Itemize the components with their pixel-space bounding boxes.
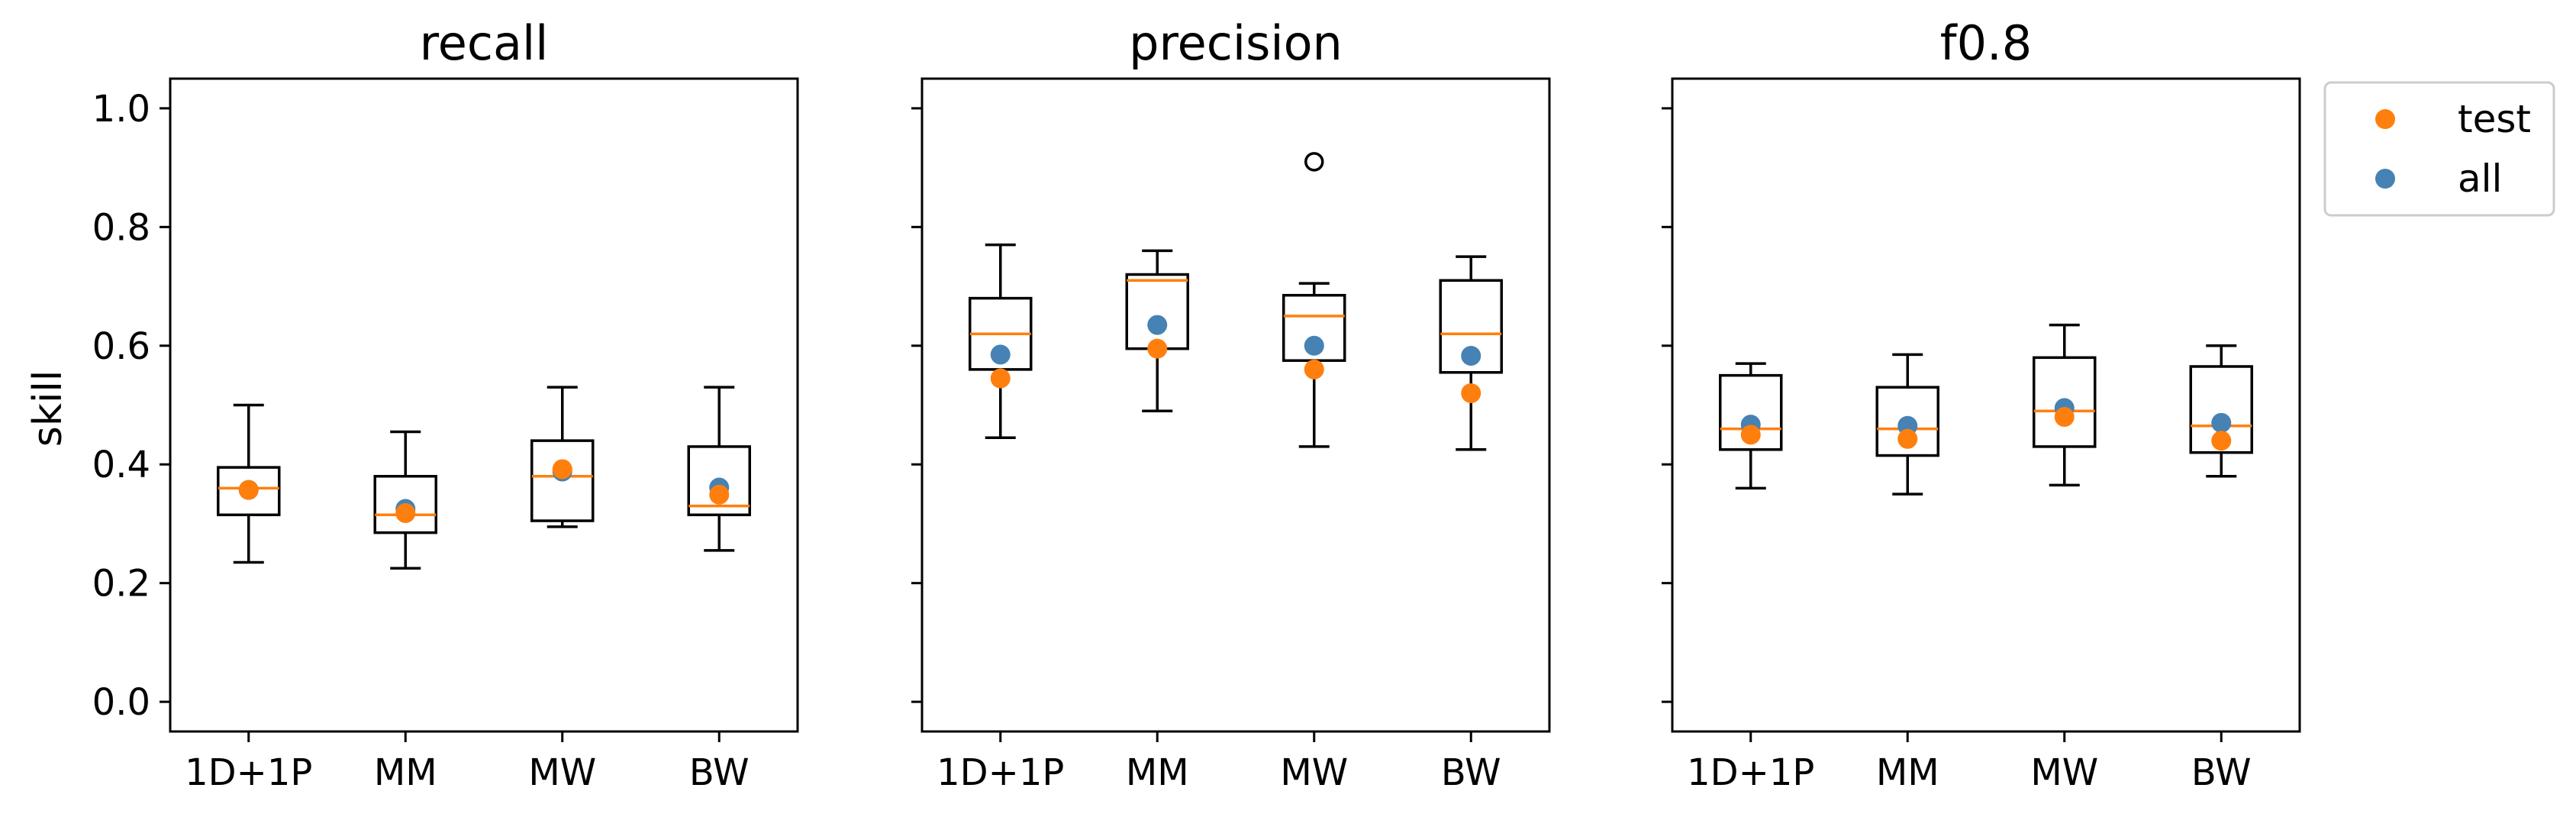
- all-point: [990, 344, 1011, 365]
- x-tick-label: MW: [1280, 751, 1348, 794]
- test-point: [709, 484, 730, 505]
- test-point: [990, 368, 1011, 389]
- box-1: [1125, 249, 1189, 413]
- box-2: [1282, 152, 1346, 448]
- x-tick-label: 1D+1P: [185, 751, 312, 794]
- x-tick-label: 1D+1P: [1687, 751, 1814, 794]
- box-iqr: [1439, 279, 1503, 374]
- axes-frame: [920, 77, 1551, 733]
- panel-0: recall 0.0 0.2 0.4 0.6 0.8 1.0 1D+1P MM MW BW: [92, 15, 799, 794]
- test-point: [1304, 359, 1324, 379]
- box-3: [687, 386, 751, 552]
- x-tick-label: BW: [689, 751, 750, 794]
- box-0: [969, 243, 1033, 439]
- legend-marker-all: [2375, 169, 2395, 189]
- panel-title: f0.8: [1940, 15, 2032, 71]
- test-point: [238, 480, 259, 500]
- y-tick-label: 1.0: [92, 88, 150, 131]
- x-tick-label: BW: [1441, 751, 1501, 794]
- box-iqr: [687, 445, 751, 517]
- box-iqr: [2189, 365, 2253, 454]
- y-tick-label: 0.4: [92, 444, 150, 486]
- test-point: [1147, 338, 1168, 359]
- box-iqr: [2033, 356, 2097, 448]
- box-iqr: [1719, 373, 1783, 451]
- x-tick-label: MW: [2030, 751, 2098, 794]
- y-axis-label: skill: [25, 370, 71, 447]
- y-tick-label: 0.0: [92, 681, 150, 724]
- legend-marker-test: [2375, 109, 2395, 129]
- box-iqr: [217, 466, 281, 517]
- test-point: [552, 459, 572, 480]
- y-tick-label: 0.8: [92, 206, 150, 249]
- box-0: [1719, 362, 1783, 490]
- all-point: [1304, 335, 1324, 356]
- x-tick-label: MM: [1126, 751, 1189, 794]
- x-tick-label: MM: [374, 751, 437, 794]
- x-tick-label: 1D+1P: [937, 751, 1064, 794]
- x-tick-label: BW: [2191, 751, 2252, 794]
- all-point: [1461, 345, 1481, 366]
- panel-1: precision 1D+1P MM MW BW: [911, 15, 1551, 794]
- y-tick-label: 0.6: [92, 325, 150, 368]
- box-iqr: [1125, 273, 1189, 350]
- legend-label-test: test: [2458, 97, 2531, 141]
- all-point: [1147, 315, 1168, 335]
- panel-2: f0.8 1D+1P MM MW BW: [1662, 15, 2301, 794]
- test-point: [1740, 425, 1761, 445]
- box-3: [2189, 344, 2253, 478]
- y-tick-label: 0.2: [92, 563, 150, 605]
- test-point: [1897, 428, 1918, 449]
- legend-label-all: all: [2458, 157, 2502, 201]
- axes-frame: [169, 77, 799, 733]
- test-point: [1461, 383, 1481, 403]
- panel-title: recall: [420, 15, 549, 71]
- x-tick-label: MM: [1876, 751, 1939, 794]
- box-2: [530, 386, 595, 528]
- axes-frame: [1671, 77, 2301, 733]
- box-0: [217, 403, 281, 564]
- test-point: [2054, 407, 2075, 428]
- test-point: [2211, 431, 2232, 451]
- box-iqr: [1875, 386, 1939, 457]
- legend: test all: [2323, 81, 2555, 217]
- box-iqr: [530, 439, 595, 522]
- x-tick-label: MW: [528, 751, 596, 794]
- test-point: [395, 502, 416, 523]
- outlier-point: [1304, 152, 1324, 172]
- panel-title: precision: [1129, 15, 1343, 71]
- all-point: [2211, 412, 2232, 433]
- box-1: [373, 430, 437, 570]
- box-iqr: [373, 475, 437, 534]
- box-1: [1875, 353, 1939, 496]
